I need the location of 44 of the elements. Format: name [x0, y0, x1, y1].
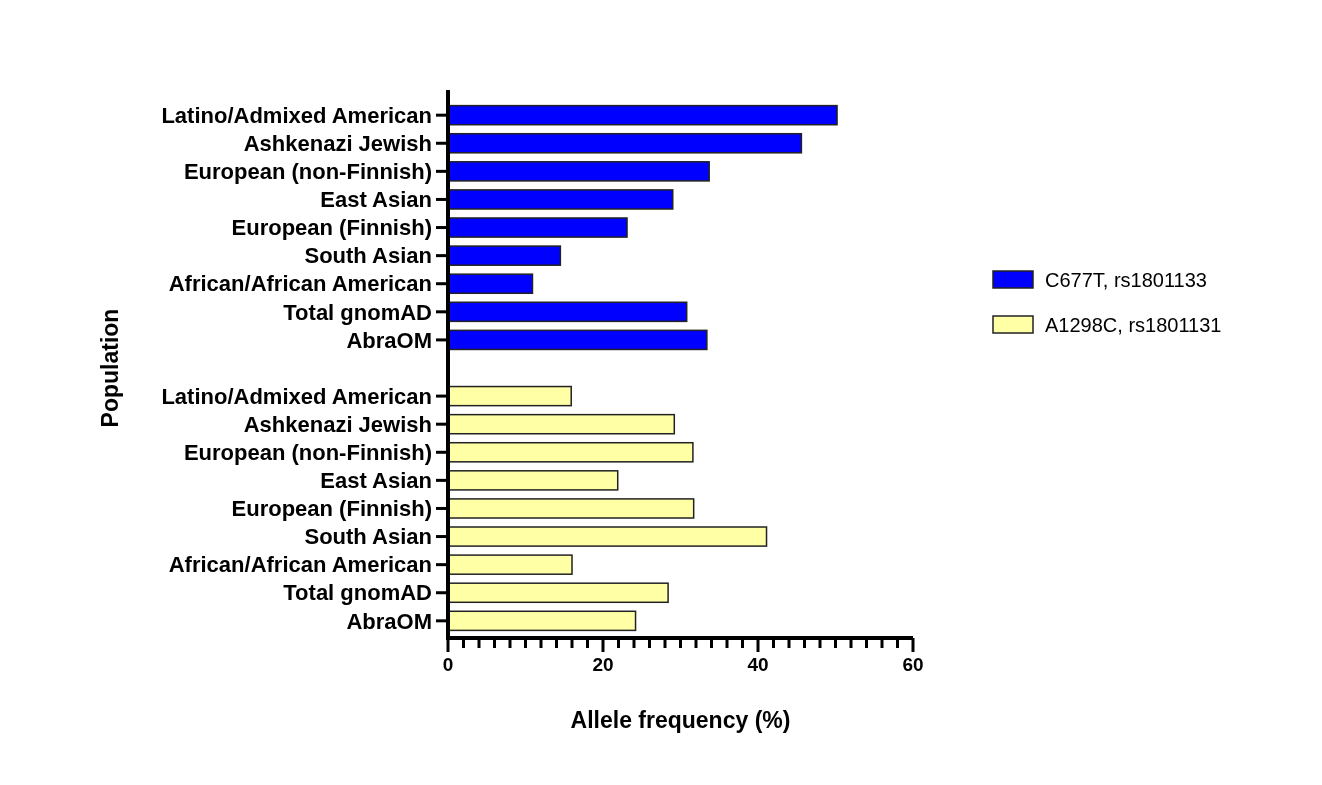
bar — [447, 554, 573, 575]
bar — [447, 301, 688, 323]
y-tick-label: South Asian — [304, 243, 432, 269]
x-tick-label: 60 — [902, 654, 924, 675]
bar — [447, 245, 562, 266]
y-tick-label: Total gnomAD — [283, 580, 432, 606]
y-tick-label: European (Finnish) — [231, 496, 432, 522]
y-tick-label: Latino/Admixed American — [161, 383, 432, 409]
bar — [447, 189, 674, 210]
y-tick-label: Latino/Admixed American — [161, 102, 432, 128]
legend-label: A1298C, rs1801131 — [1045, 314, 1222, 336]
y-tick-label: East Asian — [320, 187, 432, 213]
y-tick-label: South Asian — [304, 524, 432, 550]
x-tick-label: 40 — [747, 654, 769, 675]
bar — [447, 413, 676, 435]
y-tick-label: Ashkenazi Jewish — [243, 130, 432, 156]
bar — [447, 582, 669, 604]
x-tick-label: 0 — [442, 654, 454, 675]
y-tick-label: AbraOM — [346, 327, 432, 353]
bar — [447, 526, 768, 547]
x-axis-title: Allele frequency (%) — [570, 707, 791, 733]
bar — [447, 217, 628, 238]
bar — [447, 329, 708, 351]
y-tick-label: African/African American — [168, 552, 432, 578]
bar — [447, 470, 619, 491]
y-tick-label: European (non-Finnish) — [183, 439, 432, 465]
bar — [447, 104, 838, 126]
y-tick-label: East Asian — [320, 468, 432, 494]
y-tick-label: African/African American — [168, 271, 432, 297]
y-tick-label: Ashkenazi Jewish — [243, 411, 432, 437]
bar — [447, 498, 695, 519]
bar — [447, 385, 572, 407]
y-tick-label: European (Finnish) — [231, 215, 432, 241]
bar — [447, 132, 803, 154]
bar — [447, 610, 637, 632]
bar — [447, 161, 710, 182]
x-tick-label: 20 — [592, 654, 614, 675]
y-tick-label: European (non-Finnish) — [183, 159, 432, 185]
y-tick-label: Total gnomAD — [283, 299, 432, 325]
legend-label: C677T, rs1801133 — [1045, 269, 1207, 291]
bar — [447, 441, 694, 463]
y-tick-label: AbraOM — [346, 608, 432, 634]
y-axis-title: Population — [97, 308, 123, 428]
bar — [447, 273, 534, 295]
